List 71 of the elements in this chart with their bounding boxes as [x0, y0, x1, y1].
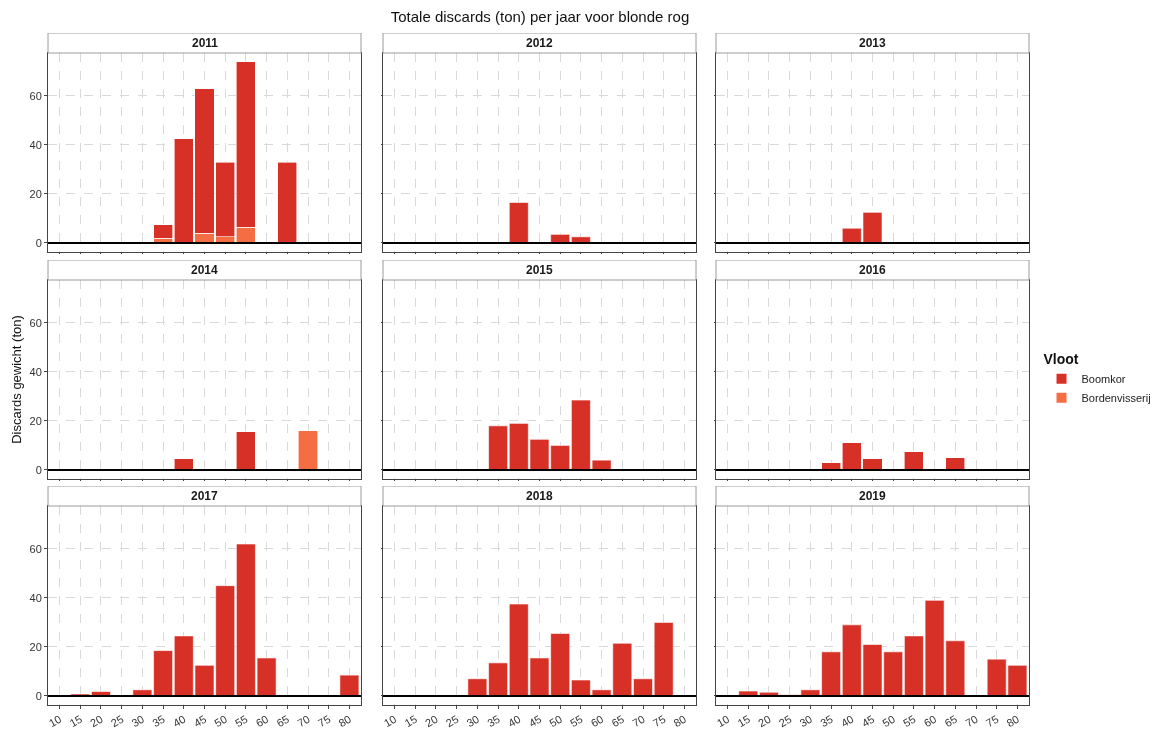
x-tick-label: 55	[901, 712, 918, 730]
y-tick-label: 40	[29, 591, 42, 604]
x-tick-label: 65	[609, 712, 627, 730]
legend-label: Boomkor	[1081, 372, 1126, 385]
x-tick-label: 30	[464, 712, 482, 730]
y-tick-label: 20	[29, 187, 42, 200]
x-tick-label: 55	[568, 712, 585, 730]
chart-title: 2019	[859, 489, 887, 503]
x-tick-label: 70	[963, 712, 980, 730]
x-tick-label: 60	[588, 712, 606, 730]
x-tick-label: 80	[671, 712, 689, 730]
x-tick-label: 35	[485, 712, 502, 730]
x-tick-label: 70	[630, 712, 647, 730]
x-tick-label: 15	[735, 712, 753, 730]
y-tick-label: 20	[29, 414, 42, 427]
x-tick-label: 45	[859, 712, 877, 730]
chart-title: 2011	[192, 36, 219, 50]
y-tick-label: 40	[29, 365, 42, 378]
x-tick-label: 15	[402, 712, 420, 730]
y-tick-label: 0	[35, 463, 42, 476]
chart-title: 2013	[859, 36, 887, 50]
x-tick-label: 25	[776, 712, 794, 730]
x-tick-label: 60	[253, 712, 271, 730]
legend-title: Vloot	[1043, 351, 1079, 368]
x-tick-label: 40	[505, 712, 523, 730]
x-tick-label: 50	[880, 712, 897, 730]
x-tick-label: 55	[233, 712, 250, 730]
x-tick-label: 60	[921, 712, 939, 730]
y-tick-label: 0	[35, 689, 42, 702]
x-tick-label: 25	[108, 712, 126, 730]
x-tick-label: 20	[88, 712, 105, 730]
x-tick-label: 40	[170, 712, 188, 730]
x-tick-label: 15	[67, 712, 85, 730]
x-tick-label: 45	[526, 712, 544, 730]
x-tick-label: 70	[295, 712, 312, 730]
x-tick-label: 65	[274, 712, 292, 730]
x-tick-label: 10	[714, 712, 732, 730]
x-tick-label: 30	[129, 712, 147, 730]
text: Totale discards (ton) per jaar voor blonde rog	[390, 8, 690, 25]
x-tick-label: 10	[381, 712, 399, 730]
y-tick-label: 0	[35, 236, 42, 249]
x-tick-label: 20	[756, 712, 773, 730]
x-tick-label: 35	[150, 712, 167, 730]
x-tick-label: 65	[942, 712, 960, 730]
chart-title: 2017	[191, 489, 219, 503]
y-tick-label: 60	[29, 89, 42, 102]
y-axis-title: Discards gewicht (ton)	[9, 315, 25, 444]
chart-title: 2015	[526, 263, 554, 277]
chart-title: 2016	[859, 263, 887, 277]
chart-title: 2018	[526, 489, 554, 503]
x-tick-label: 45	[191, 712, 209, 730]
x-tick-label: 75	[983, 712, 1001, 730]
x-tick-label: 40	[838, 712, 856, 730]
x-tick-label: 75	[650, 712, 668, 730]
x-tick-label: 80	[336, 712, 354, 730]
x-tick-label: 35	[818, 712, 835, 730]
x-tick-label: 10	[46, 712, 64, 730]
x-tick-label: 20	[423, 712, 440, 730]
x-tick-label: 25	[443, 712, 461, 730]
x-tick-label: 30	[797, 712, 815, 730]
chart-title: 2014	[191, 263, 219, 277]
y-tick-label: 60	[29, 316, 42, 329]
y-tick-label: 60	[29, 542, 42, 555]
x-tick-label: 50	[547, 712, 564, 730]
x-tick-label: 80	[1004, 712, 1022, 730]
legend-label: Bordenvisserij	[1081, 391, 1151, 404]
x-tick-label: 50	[212, 712, 229, 730]
y-tick-label: 20	[29, 640, 42, 653]
chart-title: 2012	[526, 36, 554, 50]
y-tick-label: 40	[29, 138, 42, 151]
x-tick-label: 75	[315, 712, 333, 730]
